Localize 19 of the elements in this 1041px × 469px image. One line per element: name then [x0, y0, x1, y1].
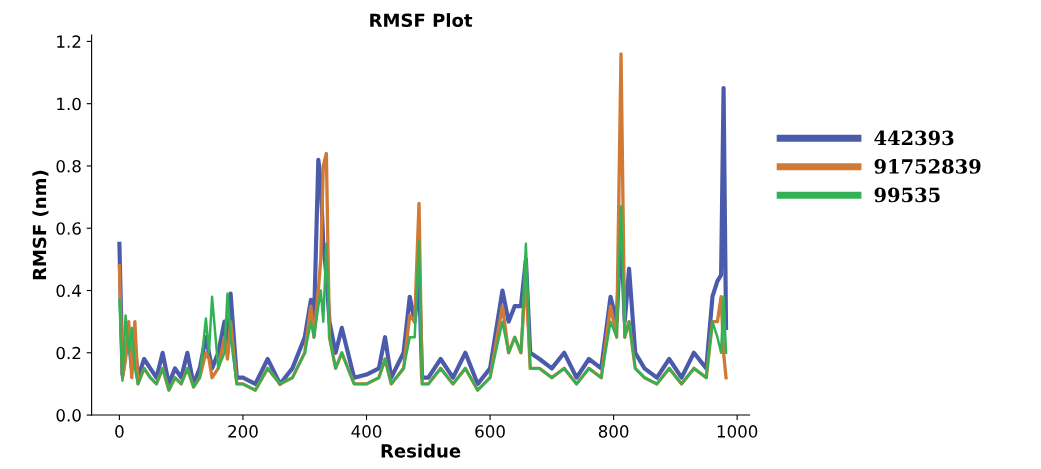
x-tick-label: 800 [598, 425, 629, 438]
y-tick-label: 0.2 [56, 346, 81, 360]
y-tick-label: 1.0 [57, 97, 81, 111]
y-tick-label: 0.0 [56, 409, 81, 422]
chart-title: RMSF Plot [370, 13, 473, 28]
legend-label: 442393 [874, 130, 954, 146]
legend-label: 91752839 [874, 159, 981, 174]
x-tick-label: 1000 [717, 425, 758, 438]
legend-label: 99535 [874, 187, 940, 203]
x-axis-title: Residue [381, 443, 461, 458]
x-tick-label: 600 [475, 425, 505, 438]
y-tick-label: 0.4 [56, 284, 81, 298]
y-tick-label: 0.8 [56, 159, 81, 173]
y-tick-label: 1.2 [57, 35, 81, 48]
x-tick-label: 200 [228, 425, 258, 438]
x-tick-label: 0 [115, 425, 124, 438]
x-tick-label: 400 [351, 425, 382, 438]
y-axis-title: RMSF (nm) [32, 170, 49, 280]
y-tick-label: 0.6 [56, 222, 81, 235]
